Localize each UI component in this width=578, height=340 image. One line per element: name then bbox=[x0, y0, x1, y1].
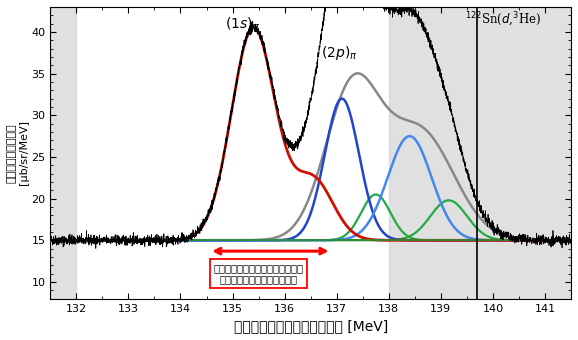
Bar bbox=[389, 7, 571, 299]
Text: 赤いピークの位置が右にあるほど
クォーク宝縮が減少している: 赤いピークの位置が右にあるほど クォーク宝縮が減少している bbox=[214, 263, 303, 285]
Text: $^{122}$Sn($d$,$^{3}$He): $^{122}$Sn($d$,$^{3}$He) bbox=[465, 11, 542, 29]
Bar bbox=[50, 7, 76, 299]
X-axis label: 標的原子核の励起エネルギー [MeV]: 標的原子核の励起エネルギー [MeV] bbox=[234, 319, 388, 333]
Y-axis label: 二階微分反応断面積
[μb/sr/MeV]: 二階微分反応断面積 [μb/sr/MeV] bbox=[7, 120, 28, 185]
Text: $(2p)_{\pi}$: $(2p)_{\pi}$ bbox=[321, 45, 358, 63]
Text: $(1s)_{\pi}$: $(1s)_{\pi}$ bbox=[225, 15, 261, 33]
